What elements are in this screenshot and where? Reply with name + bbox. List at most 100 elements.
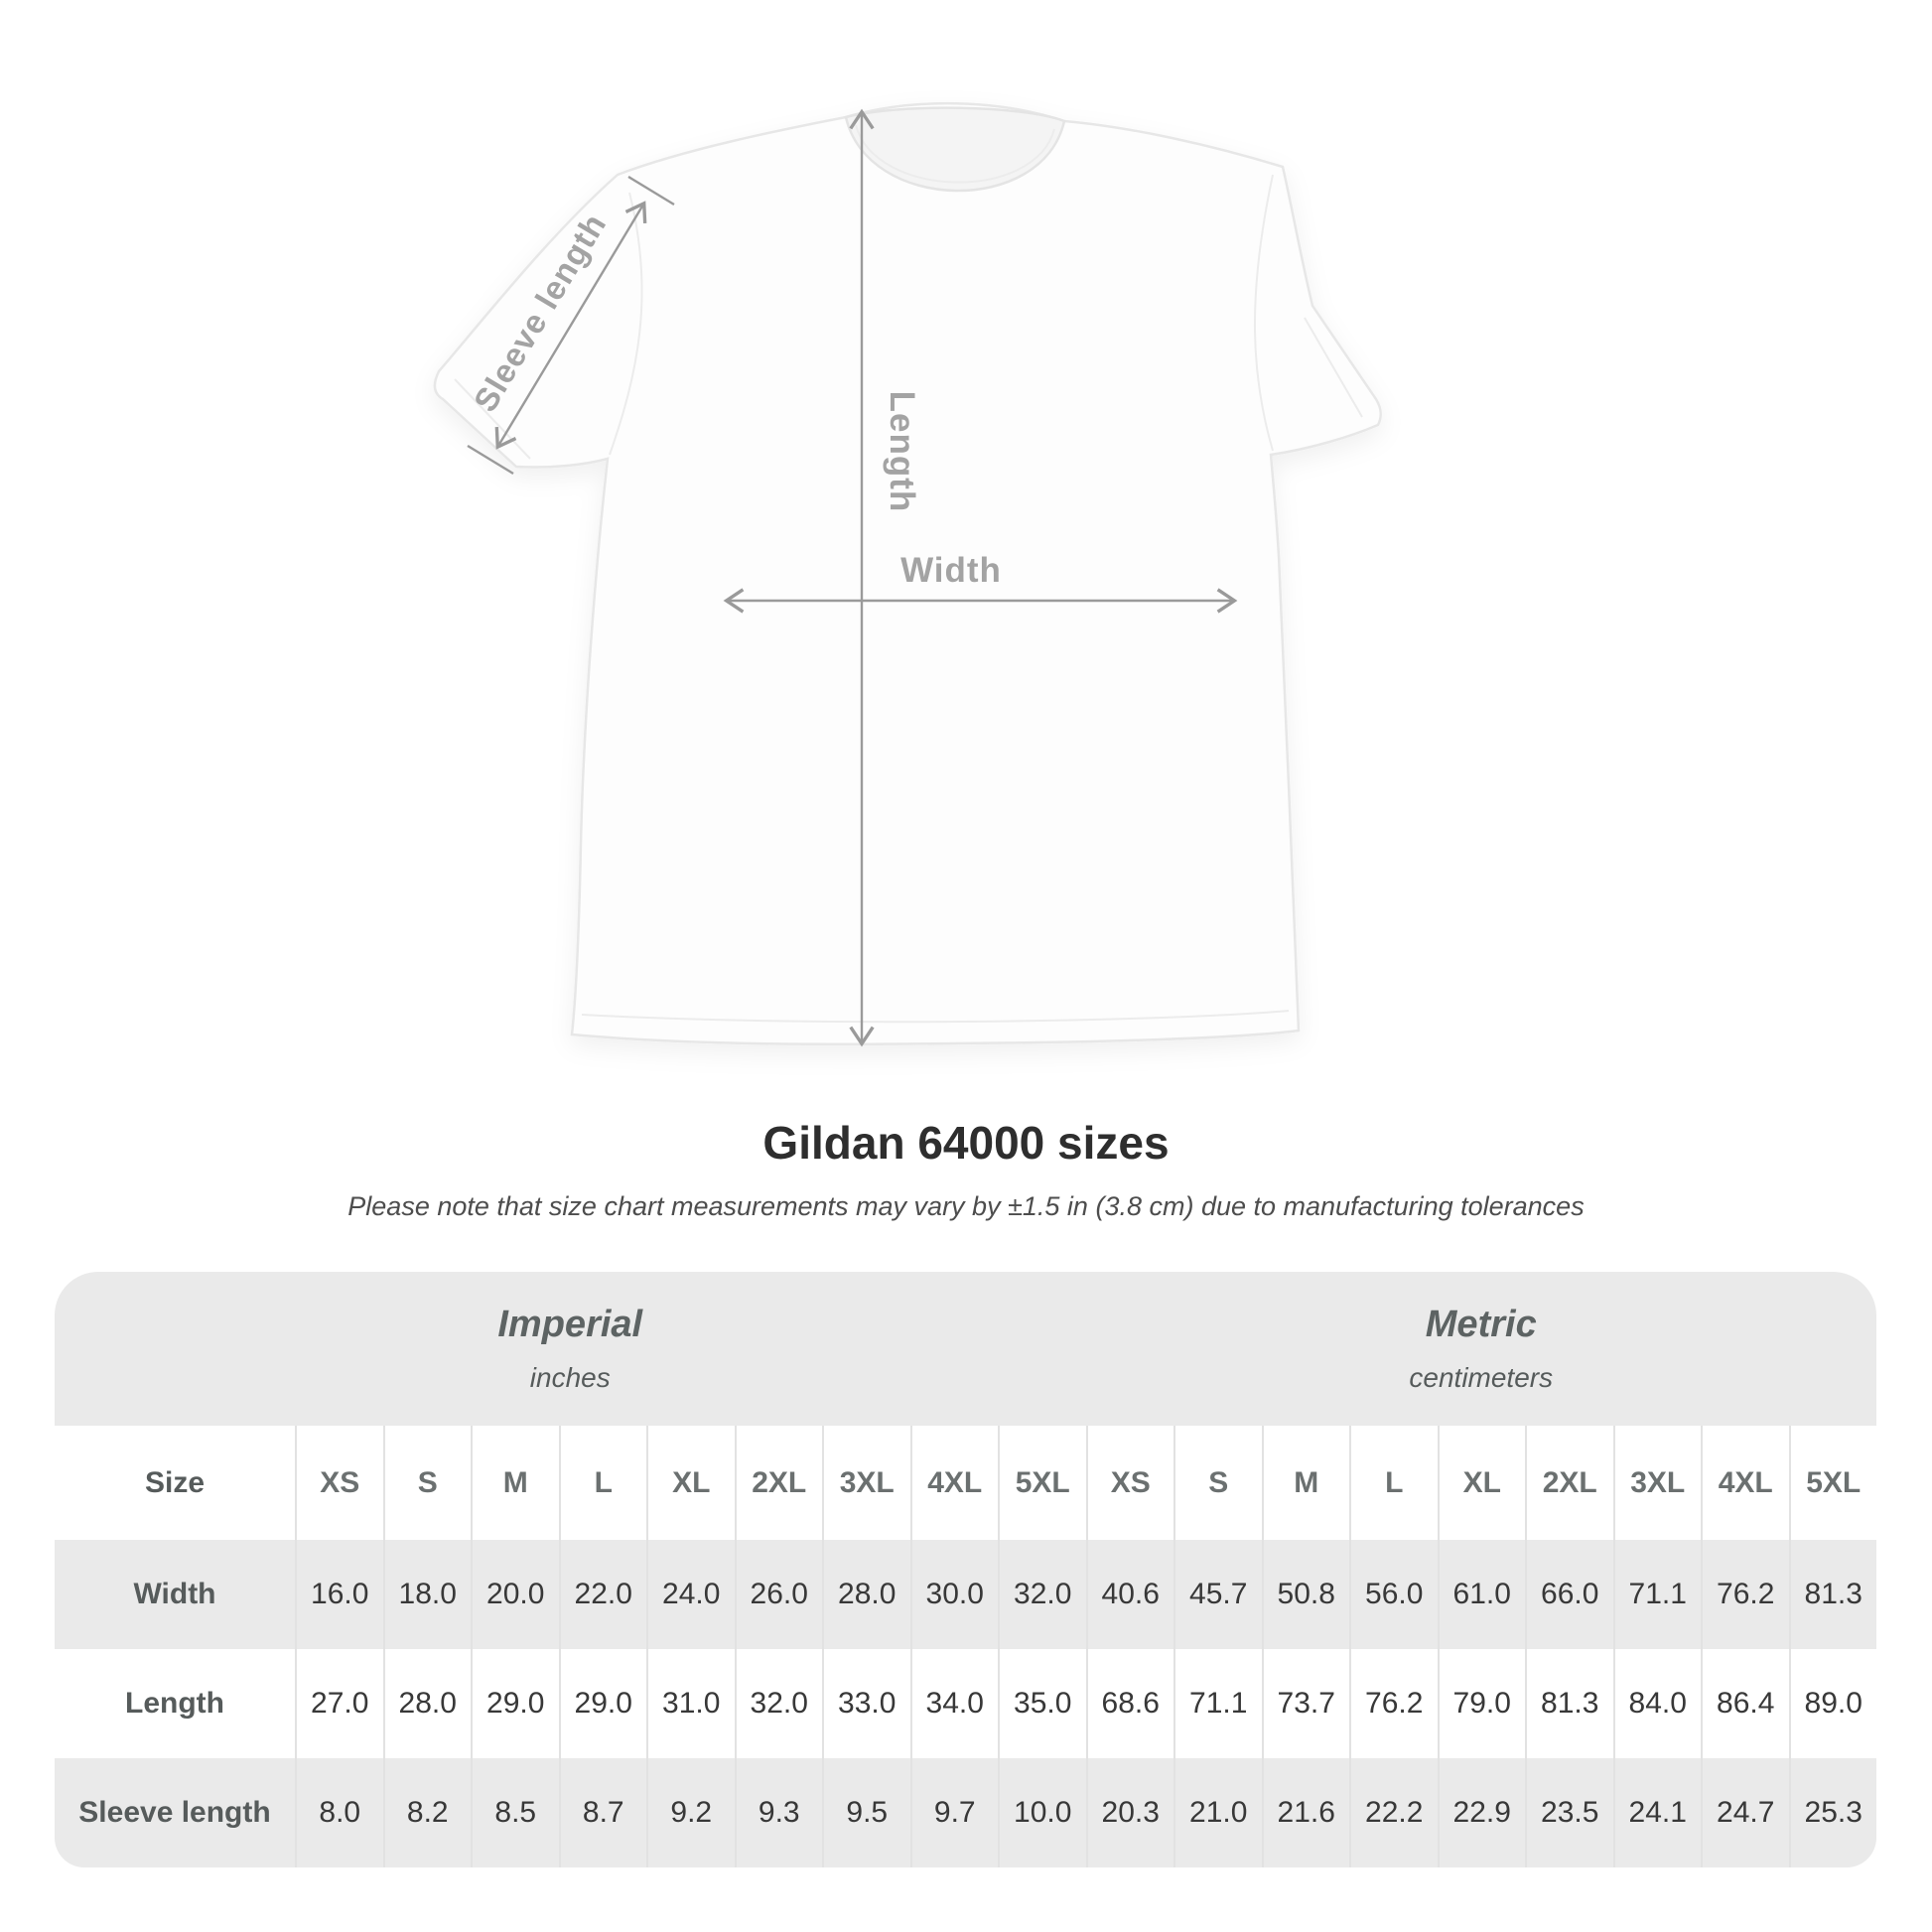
length-dimension-label: Length — [883, 391, 921, 513]
value-cell: 18.0 — [382, 1540, 472, 1649]
row-label: Length — [125, 1687, 224, 1720]
value-cell: 76.2 — [1701, 1540, 1789, 1649]
sleeve-length-row: Sleeve length 8.0 8.2 8.5 8.7 9.2 9.3 9.… — [55, 1758, 1876, 1867]
value-cell: 23.5 — [1525, 1758, 1613, 1867]
metric-label: Metric — [1425, 1304, 1537, 1345]
right-cuff-seam — [1304, 317, 1363, 418]
value-cell: 8.2 — [382, 1758, 472, 1867]
tshirt-figure: Length Width Sleeve length — [433, 101, 1382, 1047]
value-cell: 25.3 — [1788, 1758, 1877, 1867]
length-row: Length 27.0 28.0 29.0 29.0 31.0 32.0 33.… — [55, 1649, 1876, 1758]
size-col-header: 2XL — [1525, 1426, 1613, 1540]
size-col-header: 3XL — [1612, 1426, 1702, 1540]
value-cell: 21.0 — [1173, 1758, 1262, 1867]
value-cell: 40.6 — [1085, 1540, 1174, 1649]
value-cell: 20.0 — [471, 1540, 559, 1649]
value-cell: 76.2 — [1349, 1649, 1438, 1758]
unit-header-row: Imperial inches Metric centimeters — [55, 1272, 1876, 1426]
value-cell: 22.9 — [1437, 1758, 1526, 1867]
value-cell: 22.2 — [1349, 1758, 1438, 1867]
value-cell: 24.7 — [1701, 1758, 1789, 1867]
size-col-header: S — [1173, 1426, 1262, 1540]
size-col-header: XL — [646, 1426, 735, 1540]
value-cell: 56.0 — [1349, 1540, 1438, 1649]
value-cell: 28.0 — [382, 1649, 472, 1758]
value-cell: 32.0 — [998, 1540, 1086, 1649]
size-col-header: L — [558, 1426, 647, 1540]
sleeve-dimension-line — [494, 201, 647, 450]
size-col-header: M — [471, 1426, 559, 1540]
size-col-header: 2XL — [734, 1426, 823, 1540]
value-cell: 16.0 — [295, 1540, 383, 1649]
tshirt-image — [433, 101, 1382, 1046]
size-col-header: M — [1261, 1426, 1350, 1540]
value-cell: 71.1 — [1173, 1649, 1262, 1758]
size-header-row: Size XS S M L XL 2XL 3XL 4XL 5XL XS S M … — [55, 1426, 1876, 1540]
row-label: Width — [133, 1578, 216, 1610]
value-cell: 35.0 — [998, 1649, 1086, 1758]
imperial-header: Imperial inches — [55, 1272, 1086, 1426]
page-title: Gildan 64000 sizes — [762, 1117, 1170, 1169]
sleeve-dimension-end-cap-top — [627, 175, 675, 207]
size-table: Imperial inches Metric centimeters Size … — [55, 1272, 1876, 1867]
size-col-header: 3XL — [822, 1426, 910, 1540]
value-cell: 66.0 — [1525, 1540, 1613, 1649]
value-cell: 29.0 — [558, 1649, 647, 1758]
value-cell: 84.0 — [1612, 1649, 1702, 1758]
imperial-label: Imperial — [497, 1304, 643, 1345]
size-col-header: XS — [295, 1426, 383, 1540]
metric-unit: centimeters — [1409, 1362, 1554, 1393]
width-dimension-label: Width — [900, 551, 1002, 590]
size-col-header: 4XL — [1701, 1426, 1789, 1540]
hem-seam — [581, 1010, 1290, 1024]
value-cell: 73.7 — [1261, 1649, 1350, 1758]
value-cell: 79.0 — [1437, 1649, 1526, 1758]
size-col-header: 5XL — [998, 1426, 1086, 1540]
width-row: Width 16.0 18.0 20.0 22.0 24.0 26.0 28.0… — [55, 1540, 1876, 1649]
value-cell: 26.0 — [734, 1540, 823, 1649]
size-col-header: 4XL — [909, 1426, 999, 1540]
value-cell: 28.0 — [822, 1540, 910, 1649]
value-cell: 10.0 — [998, 1758, 1086, 1867]
value-cell: 71.1 — [1612, 1540, 1702, 1649]
size-corner-label: Size — [144, 1465, 206, 1499]
size-col-header: XL — [1437, 1426, 1526, 1540]
size-col-header: XS — [1085, 1426, 1174, 1540]
value-cell: 24.0 — [646, 1540, 735, 1649]
size-col-header: 5XL — [1788, 1426, 1877, 1540]
value-cell: 9.7 — [909, 1758, 999, 1867]
row-label: Sleeve length — [78, 1796, 271, 1829]
value-cell: 33.0 — [822, 1649, 910, 1758]
value-cell: 86.4 — [1701, 1649, 1789, 1758]
value-cell: 29.0 — [471, 1649, 559, 1758]
title-block: Gildan 64000 sizes Please note that size… — [0, 1116, 1932, 1222]
value-cell: 34.0 — [909, 1649, 999, 1758]
value-cell: 61.0 — [1437, 1540, 1526, 1649]
right-sleeve-seam — [1253, 174, 1274, 452]
value-cell: 8.5 — [471, 1758, 559, 1867]
value-cell: 21.6 — [1261, 1758, 1350, 1867]
value-cell: 20.3 — [1085, 1758, 1174, 1867]
value-cell: 24.1 — [1612, 1758, 1702, 1867]
value-cell: 68.6 — [1085, 1649, 1174, 1758]
value-cell: 9.5 — [822, 1758, 910, 1867]
size-col-header: S — [382, 1426, 472, 1540]
size-col-header: L — [1349, 1426, 1438, 1540]
tolerance-note: Please note that size chart measurements… — [347, 1191, 1585, 1221]
value-cell: 8.7 — [558, 1758, 647, 1867]
value-cell: 50.8 — [1261, 1540, 1350, 1649]
value-cell: 9.3 — [734, 1758, 823, 1867]
sleeve-dimension-end-cap-bottom — [467, 444, 514, 476]
value-cell: 30.0 — [909, 1540, 999, 1649]
metric-header: Metric centimeters — [1086, 1272, 1877, 1426]
value-cell: 32.0 — [734, 1649, 823, 1758]
imperial-unit: inches — [529, 1362, 611, 1393]
value-cell: 9.2 — [646, 1758, 735, 1867]
value-cell: 27.0 — [295, 1649, 383, 1758]
value-cell: 81.3 — [1525, 1649, 1613, 1758]
value-cell: 89.0 — [1788, 1649, 1877, 1758]
value-cell: 81.3 — [1788, 1540, 1877, 1649]
value-cell: 45.7 — [1173, 1540, 1262, 1649]
value-cell: 8.0 — [295, 1758, 383, 1867]
